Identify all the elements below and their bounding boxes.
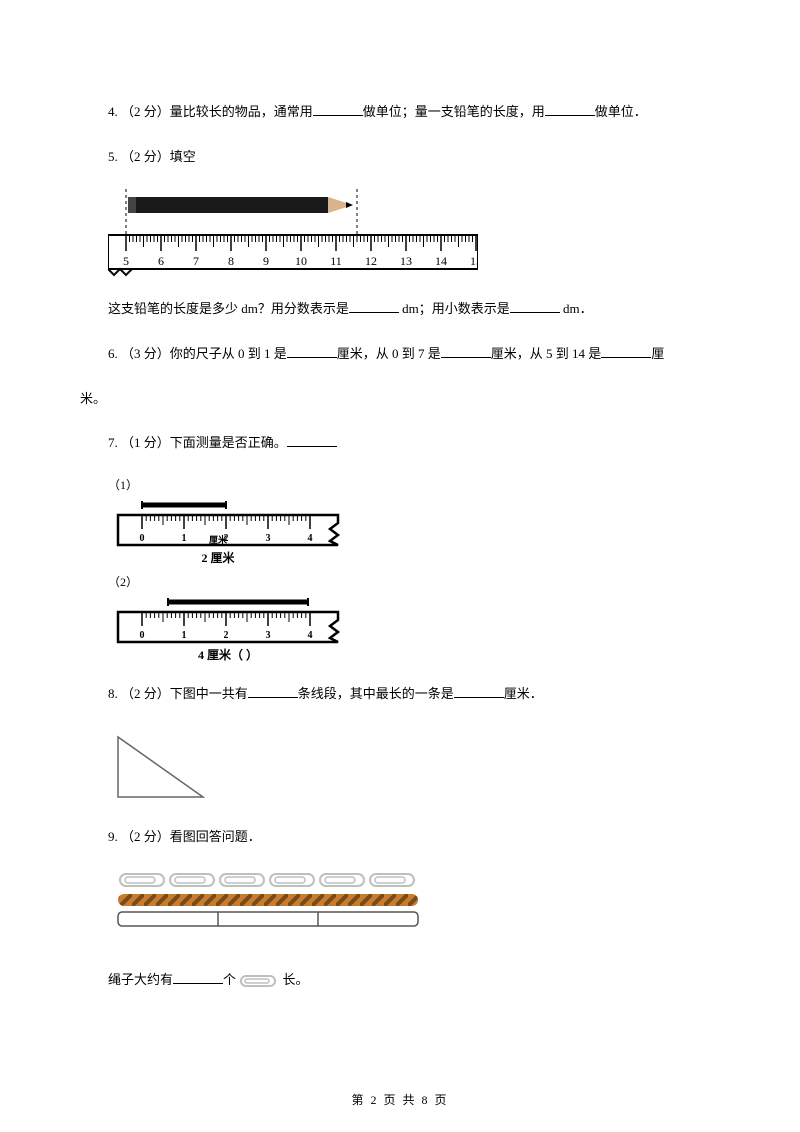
- q5-l2c: dm．: [560, 301, 593, 316]
- q4-text-c: 做单位．: [595, 104, 647, 119]
- question-6: 6. （3 分）你的尺子从 0 到 1 是 厘米，从 0 到 7 是 厘米，从 5 …: [80, 342, 720, 367]
- svg-text:4: 4: [308, 533, 313, 544]
- q8-b: 条线段，其中最长的一条是: [298, 686, 454, 701]
- svg-text:15: 15: [470, 254, 478, 268]
- q5-blank-2[interactable]: [510, 299, 560, 313]
- pencil-ruler-svg: 5 6 7 8 9 10 11 12 13 14 15: [108, 189, 478, 279]
- svg-text:10: 10: [295, 254, 307, 268]
- q8-blank-2[interactable]: [454, 684, 504, 698]
- q7-r2-caption: 4 厘米（ ）: [198, 647, 258, 662]
- svg-text:4: 4: [308, 630, 313, 641]
- q6-e: 米。: [80, 391, 106, 406]
- q7-label2: （2）: [108, 573, 720, 590]
- q5-l2b: dm；用小数表示是: [399, 301, 510, 316]
- q9-a: 绳子大约有: [108, 972, 173, 987]
- question-7-header: 7. （1 分）下面测量是否正确。: [80, 431, 720, 456]
- q8-blank-1[interactable]: [248, 684, 298, 698]
- svg-text:8: 8: [228, 254, 234, 268]
- q9-blank[interactable]: [173, 970, 223, 984]
- question-5-header: 5. （2 分）填空: [80, 145, 720, 170]
- q6-blank-1[interactable]: [287, 344, 337, 358]
- question-4: 4. （2 分）量比较长的物品，通常用 做单位；量一支铅笔的长度，用 做单位．: [80, 100, 720, 125]
- question-9-header: 9. （2 分）看图回答问题．: [80, 825, 720, 850]
- svg-text:9: 9: [263, 254, 269, 268]
- triangle-svg: [108, 727, 218, 807]
- q8-figure: [108, 727, 720, 807]
- svg-text:3: 3: [266, 533, 271, 544]
- svg-text:1: 1: [182, 533, 187, 544]
- svg-text:0: 0: [140, 533, 145, 544]
- q8-a: 8. （2 分）下图中一共有: [108, 686, 248, 701]
- q6-c: 厘米，从 5 到 14 是: [491, 346, 602, 361]
- question-5-line2: 这支铅笔的长度是多少 dm？用分数表示是 dm；用小数表示是 dm．: [80, 297, 720, 322]
- q6-blank-2[interactable]: [441, 344, 491, 358]
- svg-text:厘米: 厘米: [209, 534, 228, 545]
- svg-text:11: 11: [330, 254, 342, 268]
- q4-text-b: 做单位；量一支铅笔的长度，用: [363, 104, 545, 119]
- svg-text:1: 1: [182, 630, 187, 641]
- svg-text:2: 2: [224, 630, 229, 641]
- q7-label1: （1）: [108, 476, 720, 493]
- q4-blank-1[interactable]: [313, 102, 363, 116]
- svg-text:0: 0: [140, 630, 145, 641]
- q9-figure: [108, 870, 720, 940]
- q6-a: 6. （3 分）你的尺子从 0 到 1 是: [108, 346, 287, 361]
- svg-text:14: 14: [435, 254, 447, 268]
- page-footer: 第 2 页 共 8 页: [0, 1091, 800, 1108]
- q7-ruler2-svg: 0 1 2 3 4 4 厘米（ ）: [108, 594, 358, 664]
- q7-figure: （1） 0 1 2 3 4 2 厘米 厘米 （2） 0 1 2 3 4 4 厘米（ ）: [108, 476, 720, 664]
- q5-header-text: 5. （2 分）填空: [108, 149, 196, 164]
- q6-b: 厘米，从 0 到 7 是: [337, 346, 441, 361]
- question-6-cont: 米。: [80, 387, 720, 412]
- q5-blank-1[interactable]: [349, 299, 399, 313]
- q9-c: 长。: [283, 972, 309, 987]
- q9-header-text: 9. （2 分）看图回答问题．: [108, 829, 261, 844]
- svg-text:12: 12: [365, 254, 377, 268]
- q4-text-a: 4. （2 分）量比较长的物品，通常用: [108, 104, 313, 119]
- svg-text:6: 6: [158, 254, 164, 268]
- q6-d: 厘: [651, 346, 664, 361]
- q5-figure: 5 6 7 8 9 10 11 12 13 14 15: [108, 189, 720, 279]
- q7-r1-caption: 2 厘米: [201, 550, 235, 565]
- q7-header-text: 7. （1 分）下面测量是否正确。: [108, 435, 287, 450]
- q7-ruler1-svg: 01234 2 厘米 厘米: [108, 497, 358, 567]
- question-8: 8. （2 分）下图中一共有 条线段，其中最长的一条是 厘米．: [80, 682, 720, 707]
- svg-text:3: 3: [266, 630, 271, 641]
- rope-clips-svg: [108, 870, 438, 940]
- q6-blank-3[interactable]: [601, 344, 651, 358]
- question-9-line: 绳子大约有 个 长。: [80, 968, 720, 993]
- q7-blank[interactable]: [287, 433, 337, 447]
- svg-text:13: 13: [400, 254, 412, 268]
- q8-c: 厘米．: [504, 686, 543, 701]
- q4-blank-2[interactable]: [545, 102, 595, 116]
- q9-b: 个: [223, 972, 236, 987]
- svg-text:7: 7: [193, 254, 199, 268]
- svg-text:5: 5: [123, 254, 129, 268]
- q5-l2a: 这支铅笔的长度是多少 dm？用分数表示是: [108, 301, 349, 316]
- clip-icon: [239, 972, 279, 990]
